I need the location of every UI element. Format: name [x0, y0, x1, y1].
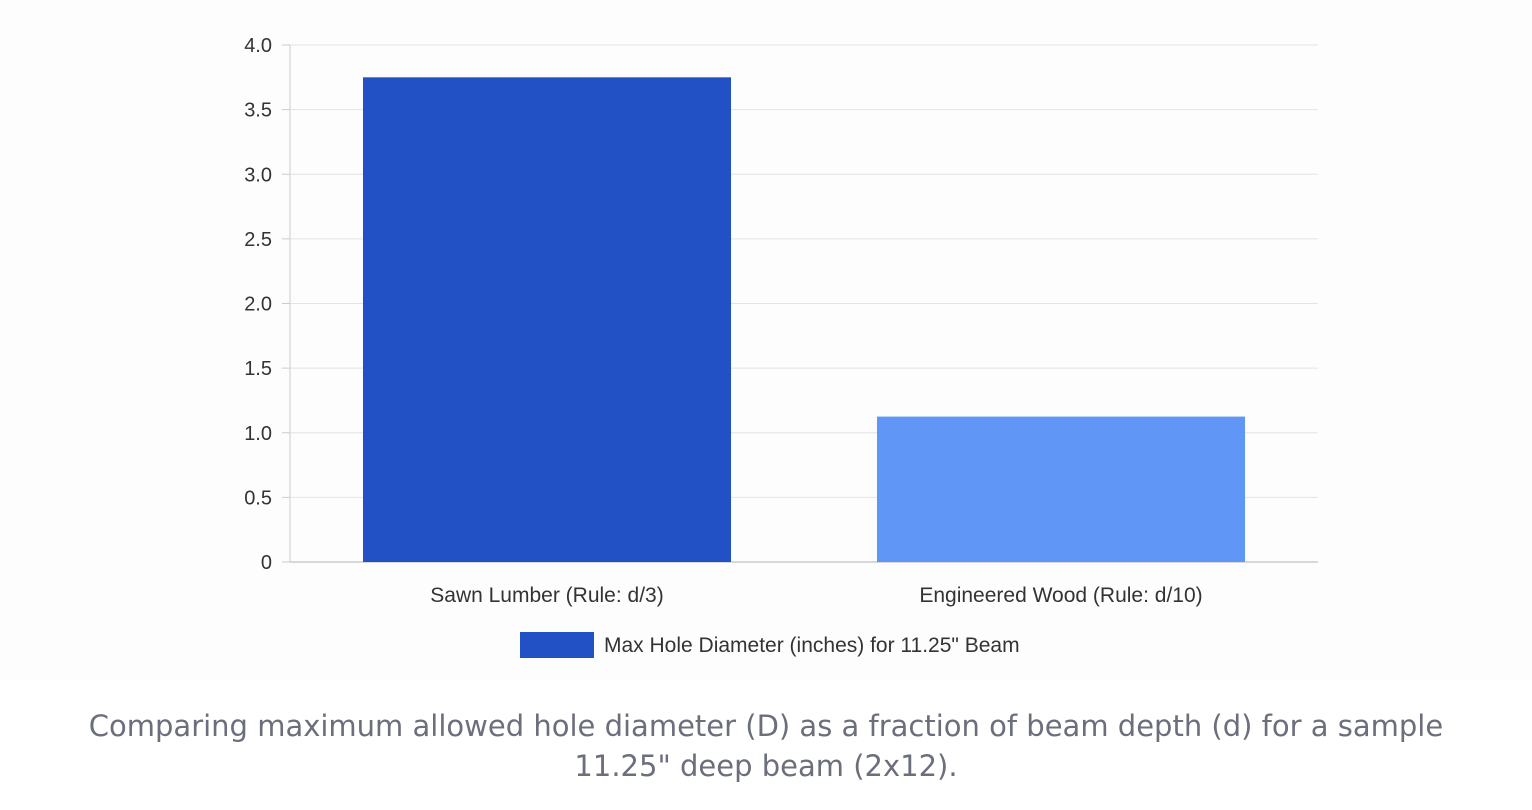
bar-engineered-wood	[876, 416, 1246, 562]
y-tick-label: 4.0	[244, 35, 272, 57]
y-tick-label: 1.5	[244, 358, 272, 380]
chart-caption: Comparing maximum allowed hole diameter …	[0, 706, 1532, 786]
y-tick-label: 2.0	[244, 294, 272, 316]
caption-line-1: Comparing maximum allowed hole diameter …	[88, 709, 1444, 743]
x-category-label: Sawn Lumber (Rule: d/3)	[430, 584, 663, 607]
x-category-label: Engineered Wood (Rule: d/10)	[919, 584, 1202, 607]
bar-sawn-lumber	[362, 77, 732, 562]
legend-swatch	[520, 632, 594, 658]
legend: Max Hole Diameter (inches) for 11.25" Be…	[520, 632, 1020, 658]
y-tick-label: 3.5	[244, 100, 272, 122]
caption-line-2: 11.25" deep beam (2x12).	[574, 749, 958, 783]
bar-chart: 0 0.5 1.0 1.5 2.0 2.5 3.0 3.5 4.0 Sawn Lumber (R…	[244, 35, 1318, 658]
bars	[362, 77, 1246, 562]
y-tick-label: 0.5	[244, 487, 272, 509]
y-tick-label: 2.5	[244, 229, 272, 251]
x-axis: Sawn Lumber (Rule: d/3) Engineered Wood (…	[430, 584, 1202, 607]
y-tick-label: 3.0	[244, 164, 272, 186]
legend-label: Max Hole Diameter (inches) for 11.25" Be…	[604, 634, 1020, 657]
y-tick-label: 1.0	[244, 423, 272, 445]
y-axis: 0 0.5 1.0 1.5 2.0 2.5 3.0 3.5 4.0	[244, 35, 291, 574]
chart-container: 0 0.5 1.0 1.5 2.0 2.5 3.0 3.5 4.0 Sawn Lumber (R…	[244, 35, 1318, 658]
y-tick-label: 0	[261, 552, 272, 574]
